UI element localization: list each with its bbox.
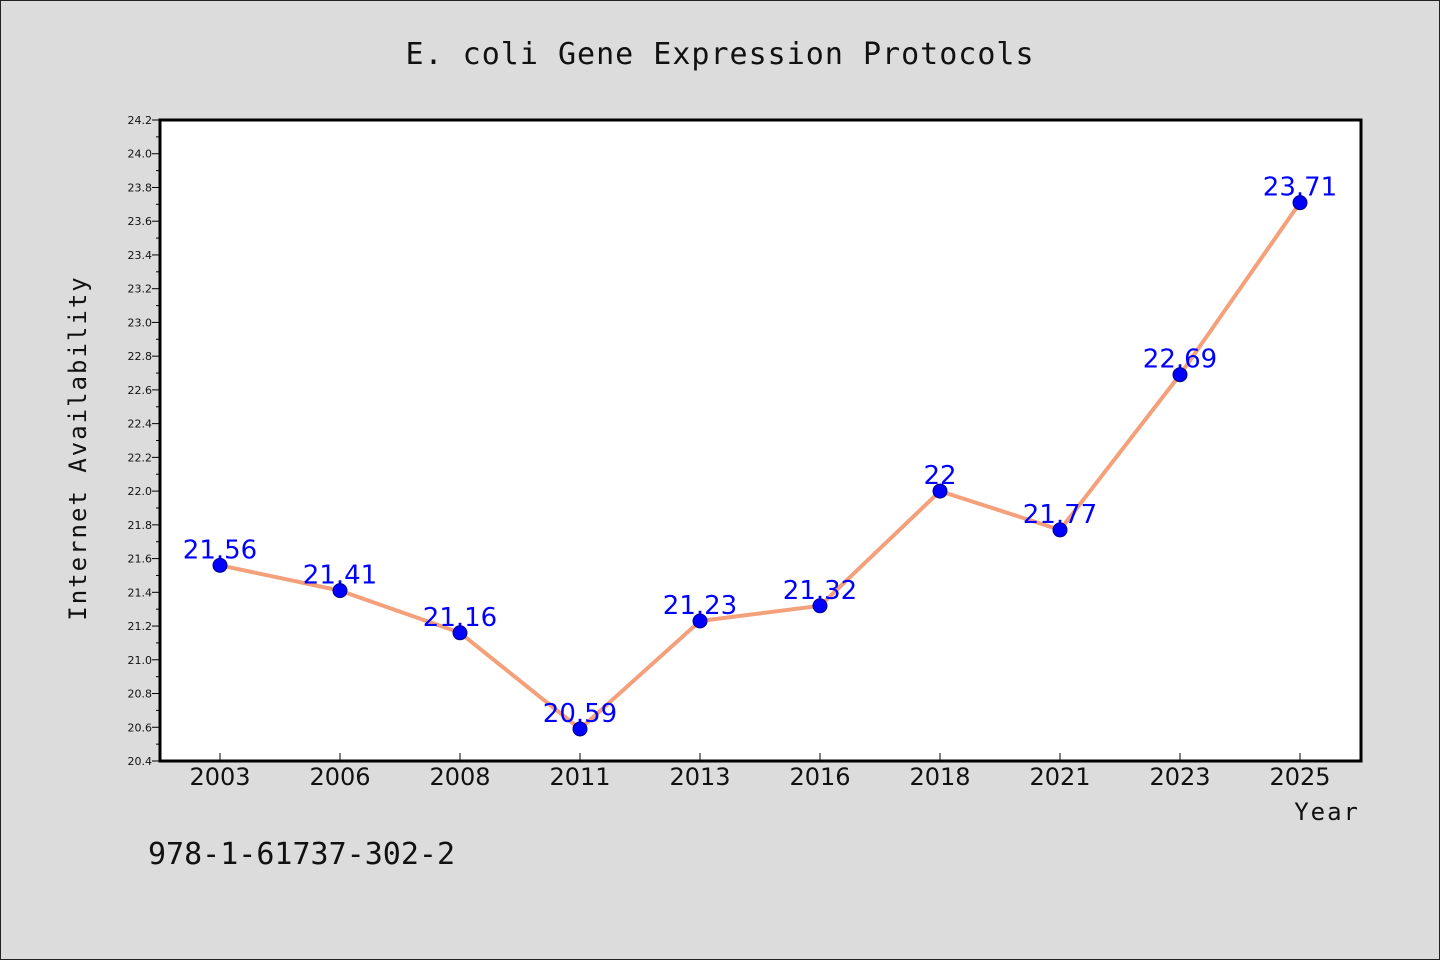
y-tick-label: 24.2 bbox=[128, 114, 153, 127]
y-tick-label: 21.8 bbox=[128, 519, 153, 532]
data-label: 20.59 bbox=[543, 699, 617, 729]
y-tick-label: 20.6 bbox=[128, 721, 153, 734]
x-axis: 2003 2006 2008 2011 2013 2016 2018 2021 2023 2025 bbox=[189, 753, 1331, 791]
data-label: 21.32 bbox=[783, 576, 857, 606]
x-tick-label: 2003 bbox=[189, 763, 250, 791]
y-axis: 20.4 20.6 20.8 21.0 21.2 21.4 21.6 21.8 22.0 22.2… bbox=[128, 114, 160, 768]
x-tick-label: 2021 bbox=[1029, 763, 1090, 791]
y-tick-label: 22.4 bbox=[128, 418, 153, 431]
series-layer: 21.56 21.41 21.16 20.59 21.23 21.32 22 21.77 22.… bbox=[183, 173, 1337, 737]
y-tick-label: 21.0 bbox=[128, 654, 153, 667]
y-tick-label: 20.4 bbox=[128, 755, 153, 768]
plot-border bbox=[158, 118, 1363, 763]
data-label: 21.41 bbox=[303, 561, 377, 591]
data-point bbox=[212, 557, 228, 573]
x-tick-label: 2011 bbox=[549, 763, 610, 791]
y-tick-label: 21.4 bbox=[128, 586, 153, 599]
plot-area bbox=[160, 120, 1361, 761]
data-point bbox=[1052, 522, 1068, 538]
x-tick-label: 2006 bbox=[309, 763, 370, 791]
data-label: 21.56 bbox=[183, 535, 257, 565]
data-label: 22 bbox=[923, 461, 956, 491]
x-tick-label: 2013 bbox=[669, 763, 730, 791]
data-label: 21.23 bbox=[663, 591, 737, 621]
y-axis-label: Internet Availability bbox=[64, 275, 92, 620]
y-tick-label: 23.8 bbox=[128, 181, 153, 194]
data-point bbox=[332, 583, 348, 599]
y-tick-label: 22.8 bbox=[128, 350, 153, 363]
y-tick-label: 23.6 bbox=[128, 215, 153, 228]
data-label: 22.69 bbox=[1143, 345, 1217, 375]
y-tick-label: 22.0 bbox=[128, 485, 153, 498]
x-tick-label: 2018 bbox=[909, 763, 970, 791]
data-point bbox=[932, 483, 948, 499]
y-tick-label: 21.6 bbox=[128, 553, 153, 566]
data-point bbox=[1172, 367, 1188, 383]
x-tick-label: 2008 bbox=[429, 763, 490, 791]
footer-isbn: 978-1-61737-302-2 bbox=[148, 837, 455, 872]
x-tick-label: 2025 bbox=[1269, 763, 1330, 791]
series-line bbox=[219, 201, 1302, 731]
x-tick-label: 2016 bbox=[789, 763, 850, 791]
data-point bbox=[692, 613, 708, 629]
data-label: 23.71 bbox=[1263, 173, 1337, 203]
y-tick-label: 23.2 bbox=[128, 283, 153, 296]
y-tick-label: 21.2 bbox=[128, 620, 153, 633]
y-tick-label: 20.8 bbox=[128, 688, 153, 701]
data-label: 21.77 bbox=[1023, 500, 1097, 530]
y-tick-label: 22.6 bbox=[128, 384, 153, 397]
y-tick-label: 23.0 bbox=[128, 316, 153, 329]
data-point bbox=[572, 721, 588, 737]
data-point bbox=[452, 625, 468, 641]
chart-title: E. coli Gene Expression Protocols bbox=[405, 37, 1034, 72]
y-tick-label: 22.2 bbox=[128, 451, 153, 464]
data-point bbox=[812, 598, 828, 614]
y-tick-label: 24.0 bbox=[128, 148, 153, 161]
data-label: 21.16 bbox=[423, 603, 497, 633]
x-tick-label: 2023 bbox=[1149, 763, 1210, 791]
data-point bbox=[1292, 195, 1308, 211]
x-axis-label: Year bbox=[1294, 798, 1360, 826]
y-tick-label: 23.4 bbox=[128, 249, 153, 262]
